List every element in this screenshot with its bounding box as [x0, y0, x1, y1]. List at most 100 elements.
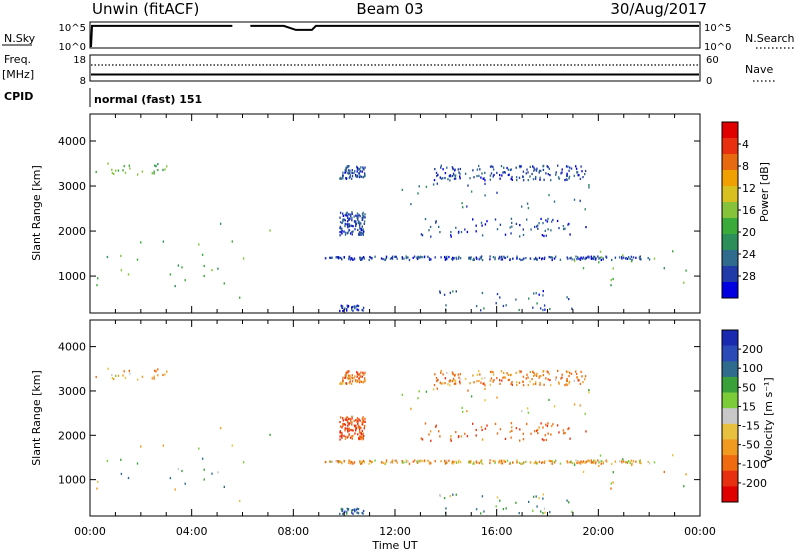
- y-tick-label: 1000: [58, 474, 86, 487]
- echo-point: [548, 459, 550, 462]
- echo-point: [364, 216, 366, 219]
- echo-point: [577, 460, 579, 463]
- echo-point: [391, 460, 393, 463]
- echo-point: [157, 368, 159, 371]
- colorbar-tick-label: -50: [742, 439, 760, 452]
- echo-point: [553, 461, 556, 464]
- echo-point: [459, 257, 462, 260]
- echo-point: [432, 183, 435, 186]
- echo-point: [638, 460, 641, 463]
- echo-point: [357, 373, 359, 376]
- echo-point: [542, 290, 544, 293]
- colorbar-segment: [722, 345, 738, 362]
- echo-point: [625, 257, 627, 260]
- echo-point: [584, 461, 586, 464]
- echo-point: [568, 382, 570, 385]
- echo-point: [548, 398, 550, 401]
- echo-point: [124, 376, 127, 380]
- colorbar-frame: [721, 329, 739, 503]
- echo-point: [501, 174, 503, 177]
- echo-point: [495, 302, 497, 305]
- echo-point: [423, 255, 426, 258]
- echo-point: [558, 382, 560, 385]
- echo-point: [536, 302, 538, 305]
- echo-point: [494, 461, 496, 465]
- echo-point: [492, 459, 495, 463]
- echo-point: [349, 374, 351, 377]
- echo-point: [113, 378, 115, 381]
- echo-point: [428, 462, 431, 465]
- echo-point: [530, 228, 532, 231]
- echo-point: [566, 174, 568, 177]
- echo-point: [560, 377, 562, 380]
- echo-point: [437, 173, 439, 176]
- echo-point: [351, 257, 353, 260]
- echo-point: [356, 170, 358, 173]
- echo-point: [561, 171, 563, 174]
- echo-point: [358, 377, 360, 380]
- echo-point: [364, 371, 366, 374]
- echo-point: [128, 164, 130, 167]
- echo-point: [440, 460, 442, 463]
- echo-point: [639, 258, 641, 261]
- echo-point: [452, 290, 454, 293]
- echo-point: [476, 461, 478, 464]
- echo-point: [359, 375, 362, 378]
- echo-point: [360, 233, 362, 236]
- echo-point: [529, 380, 531, 383]
- y-tick-label: 2000: [58, 225, 86, 238]
- echo-point: [577, 174, 579, 177]
- echo-point: [343, 230, 345, 233]
- echo-point: [597, 255, 599, 258]
- echo-point: [444, 461, 446, 464]
- echo-point: [344, 233, 347, 236]
- echo-point: [340, 460, 342, 463]
- echo-point: [361, 460, 364, 464]
- echo-point: [551, 462, 553, 465]
- echo-point: [231, 240, 233, 243]
- echo-point: [444, 172, 447, 175]
- echo-point: [348, 213, 350, 216]
- echo-point: [448, 459, 450, 462]
- echo-point: [538, 426, 540, 429]
- echo-point: [590, 459, 592, 462]
- echo-point: [115, 374, 117, 377]
- echo-point: [364, 417, 366, 420]
- echo-point: [440, 177, 443, 180]
- echo-point: [544, 460, 546, 463]
- echo-point: [447, 383, 449, 386]
- echo-point: [444, 176, 446, 180]
- echo-point: [529, 371, 531, 374]
- echo-point: [395, 459, 397, 462]
- echo-point: [529, 175, 531, 178]
- echo-point: [342, 382, 344, 385]
- echo-point: [450, 230, 452, 234]
- echo-point: [439, 495, 441, 498]
- echo-point: [536, 167, 538, 170]
- echo-point: [401, 460, 403, 463]
- echo-point: [479, 460, 482, 463]
- echo-point: [362, 509, 365, 512]
- echo-point: [612, 471, 614, 474]
- echo-point: [123, 370, 125, 373]
- echo-point: [599, 250, 602, 253]
- echo-point: [489, 165, 492, 168]
- echo-point: [434, 373, 436, 376]
- echo-point: [450, 435, 452, 438]
- echo-point: [359, 170, 362, 173]
- y-tick-label: 2000: [58, 429, 86, 442]
- echo-point: [346, 309, 348, 312]
- echo-point: [136, 462, 139, 465]
- freq-frame: [89, 54, 701, 82]
- echo-point: [344, 171, 347, 174]
- echo-point: [500, 370, 503, 373]
- echo-point: [510, 232, 512, 235]
- echo-point: [625, 460, 628, 464]
- echo-point: [347, 304, 350, 308]
- echo-point: [478, 258, 480, 261]
- echo-point: [542, 493, 544, 496]
- echo-point: [359, 461, 361, 464]
- echo-point: [345, 373, 347, 376]
- echo-point: [459, 175, 461, 178]
- echo-point: [421, 460, 423, 463]
